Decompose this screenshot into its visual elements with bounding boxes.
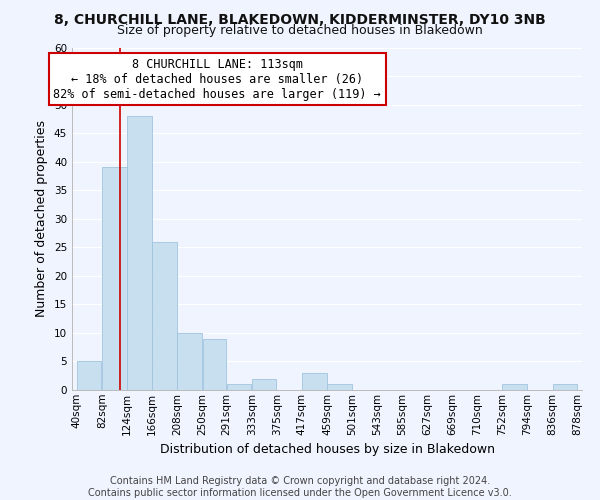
Bar: [102, 168, 127, 390]
Bar: [127, 116, 152, 390]
Text: 8 CHURCHILL LANE: 113sqm
← 18% of detached houses are smaller (26)
82% of semi-d: 8 CHURCHILL LANE: 113sqm ← 18% of detach…: [53, 58, 381, 101]
Bar: [502, 384, 527, 390]
Bar: [77, 362, 101, 390]
X-axis label: Distribution of detached houses by size in Blakedown: Distribution of detached houses by size …: [160, 443, 494, 456]
Y-axis label: Number of detached properties: Number of detached properties: [35, 120, 49, 318]
Bar: [152, 242, 177, 390]
Text: Contains HM Land Registry data © Crown copyright and database right 2024.
Contai: Contains HM Land Registry data © Crown c…: [88, 476, 512, 498]
Bar: [553, 384, 577, 390]
Bar: [203, 338, 226, 390]
Bar: [328, 384, 352, 390]
Bar: [178, 333, 202, 390]
Text: Size of property relative to detached houses in Blakedown: Size of property relative to detached ho…: [117, 24, 483, 37]
Bar: [252, 378, 277, 390]
Bar: [227, 384, 251, 390]
Text: 8, CHURCHILL LANE, BLAKEDOWN, KIDDERMINSTER, DY10 3NB: 8, CHURCHILL LANE, BLAKEDOWN, KIDDERMINS…: [54, 12, 546, 26]
Bar: [302, 373, 326, 390]
